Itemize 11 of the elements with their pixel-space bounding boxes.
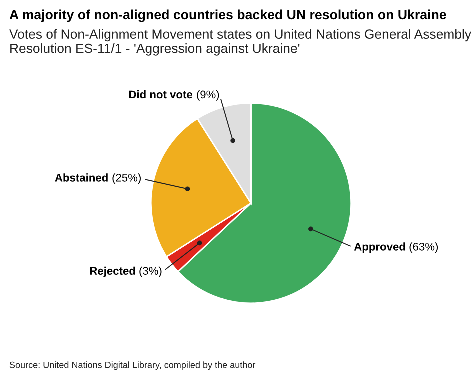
slice-label: Did not vote [129, 90, 193, 99]
slice-label: Abstained [55, 174, 108, 182]
chart-subtitle: Votes of Non-Alignment Movement states on United Nations General Assembly Resolution ES-11/1 - 'Aggression against Ukraine' [10, 29, 472, 56]
source-note: Source: United Nations Digital Library, compiled by the author [10, 362, 256, 370]
data-label: (3%) [140, 266, 162, 278]
data-label: (63%) [410, 242, 438, 254]
chart-title: A majority of non-aligned countries backed UN resolution on Ukraine [10, 10, 446, 22]
slice-label: Approved [354, 242, 406, 254]
slice-label: Rejected [90, 266, 136, 278]
data-label: (9%) [197, 90, 220, 101]
data-label: (25%) [112, 174, 141, 184]
